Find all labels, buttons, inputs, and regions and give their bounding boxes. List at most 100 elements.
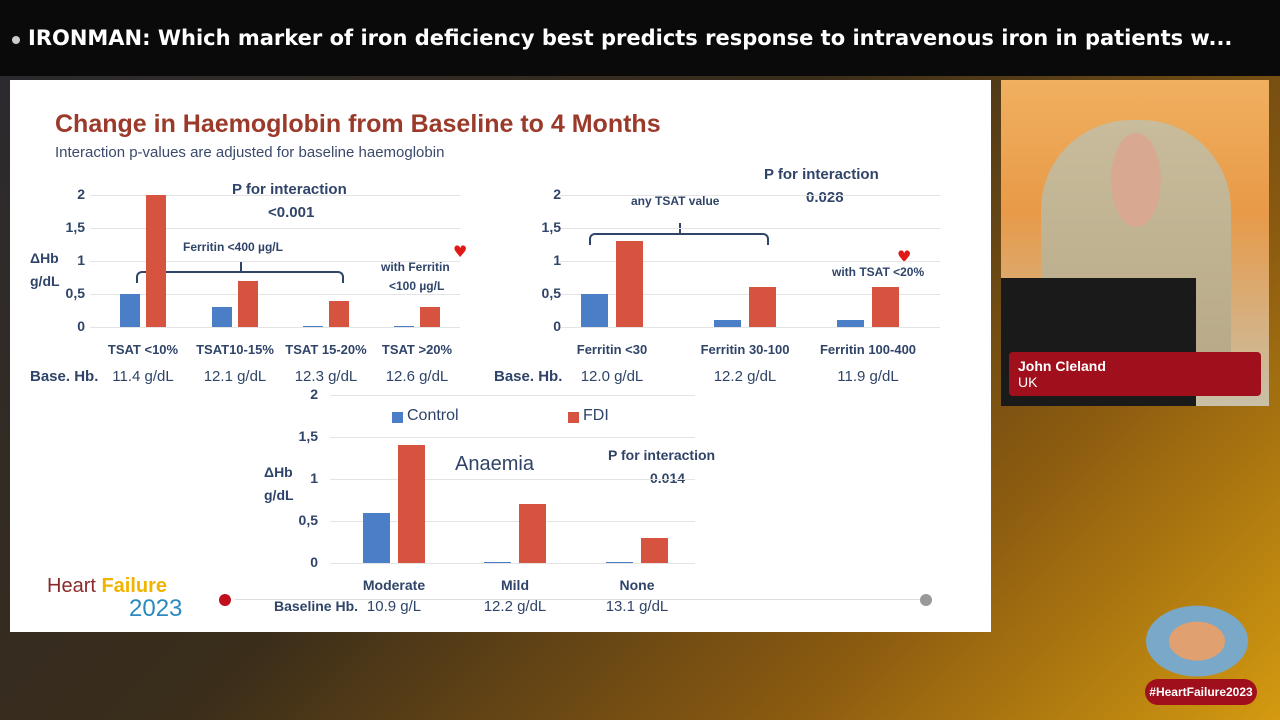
logo-year: 2023 [129,595,183,622]
p-label-1: P for interaction [232,181,347,198]
bar-control [212,307,232,327]
p-value-2: 0.028 [806,189,844,206]
bar-fdi [641,537,668,563]
baseline-hb-value: 12.2 g/dL [483,598,547,615]
y-tick-label: 0 [77,318,85,334]
baseline-hb-value: 11.4 g/dL [112,368,174,385]
x-category-label: None [619,577,655,593]
bar-control [394,325,414,327]
brace-label-1: Ferritin <400 µg/L [183,240,283,254]
y-axis-label-1b: g/dL [30,273,60,289]
logo-text-bold: Failure [101,575,168,597]
bar-fdi [398,445,425,563]
bar-fdi [519,504,546,563]
baseline-hb-value: 11.9 g/dL [837,368,899,385]
bar-control [837,320,864,327]
gridline [560,195,940,196]
logo-text: Heart [47,575,102,597]
video-title: IRONMAN: Which marker of iron deficiency… [28,26,1233,50]
heart-icon: ♥ [897,247,912,266]
heart-failure-2023-logo: Heart Failure 2023 [47,575,182,622]
legend-swatch-fdi [568,412,579,423]
y-axis-label-1a: ΔHb [30,250,59,266]
progress-start-dot[interactable] [219,594,231,606]
bar-control [484,562,511,563]
speaker-country: UK [1018,374,1038,390]
note-1a: with Ferritin [381,260,450,274]
group-title-anaemia: Anaemia [455,453,534,475]
bar-fdi [146,195,166,327]
x-category-label: TSAT10-15% [196,342,274,357]
y-axis-label-3a: ΔHb [264,464,293,480]
gridline [330,563,695,564]
note-2: with TSAT <20% [832,265,925,279]
menu-dot-icon[interactable] [12,36,20,44]
p-value-3: 0.014 [650,470,686,486]
baseline-hb-value: 13.1 g/dL [605,598,669,615]
gridline [330,479,695,480]
bar-fdi [872,287,899,327]
baseline-label-1: Base. Hb. [30,368,99,385]
gridline [90,228,460,229]
p-label-2: P for interaction [764,166,879,183]
baseline-hb-value: 10.9 g/L [366,598,422,615]
speaker-video [1001,80,1269,406]
gridline [330,395,695,396]
speaker-nameplate: John Cleland UK [1009,352,1261,396]
bar-fdi [420,307,440,327]
slide-subtitle: Interaction p-values are adjusted for ba… [55,144,445,161]
gridline [90,195,460,196]
gridline [90,261,460,262]
y-tick-label: 0 [553,318,561,334]
y-tick-label: 1 [553,252,561,268]
bar-control [303,325,323,327]
speaker-name: John Cleland [1018,358,1106,374]
baseline-label-3: Baseline Hb. [274,598,359,614]
bar-fdi [616,241,643,327]
bar-control [606,562,633,563]
gridline [560,228,940,229]
baseline-label-2: Base. Hb. [494,368,563,385]
bar-control [120,294,140,327]
legend-fdi: FDI [583,407,609,424]
legend-control: Control [407,407,459,424]
gridline [560,327,940,328]
gridline [330,437,695,438]
y-tick-label: 2 [310,386,318,402]
y-axis-label-3b: g/dL [264,487,294,503]
video-title-bar: IRONMAN: Which marker of iron deficiency… [0,0,1280,76]
x-category-label: TSAT <10% [107,342,179,357]
gridline [560,261,940,262]
note-1b: <100 µg/L [389,279,445,293]
x-category-label: Ferritin 100-400 [819,342,917,357]
x-category-label: TSAT 15-20% [285,342,367,357]
p-value-1: <0.001 [268,204,315,221]
progress-end-dot[interactable] [920,594,932,606]
baseline-hb-value: 12.6 g/dL [385,368,449,385]
gridline [90,294,460,295]
y-tick-label: 1,5 [298,428,318,444]
baseline-hb-value: 12.1 g/dL [203,368,267,385]
slide-progress-track[interactable] [235,599,927,600]
bar-fdi [749,287,776,327]
heart-artwork-logo [1132,596,1262,678]
p-label-3: P for interaction [608,447,716,463]
y-tick-label: 1 [77,252,85,268]
y-tick-label: 1,5 [65,219,85,235]
x-category-label: Ferritin <30 [576,342,648,357]
y-tick-label: 0,5 [541,285,561,301]
presentation-slide: Change in Haemoglobin from Baseline to 4… [10,80,991,632]
hashtag-badge: #HeartFailure2023 [1145,679,1257,705]
bar-control [363,512,390,563]
baseline-hb-value: 12.0 g/dL [580,368,644,385]
slide-title: Change in Haemoglobin from Baseline to 4… [55,110,661,138]
y-tick-label: 0,5 [65,285,85,301]
x-category-label: Mild [501,577,529,593]
y-tick-label: 0 [310,554,318,570]
gridline [90,327,460,328]
gridline [330,521,695,522]
y-tick-label: 2 [553,186,561,202]
legend-swatch-control [392,412,403,423]
y-tick-label: 0,5 [298,512,318,528]
baseline-hb-value: 12.3 g/dL [294,368,358,385]
